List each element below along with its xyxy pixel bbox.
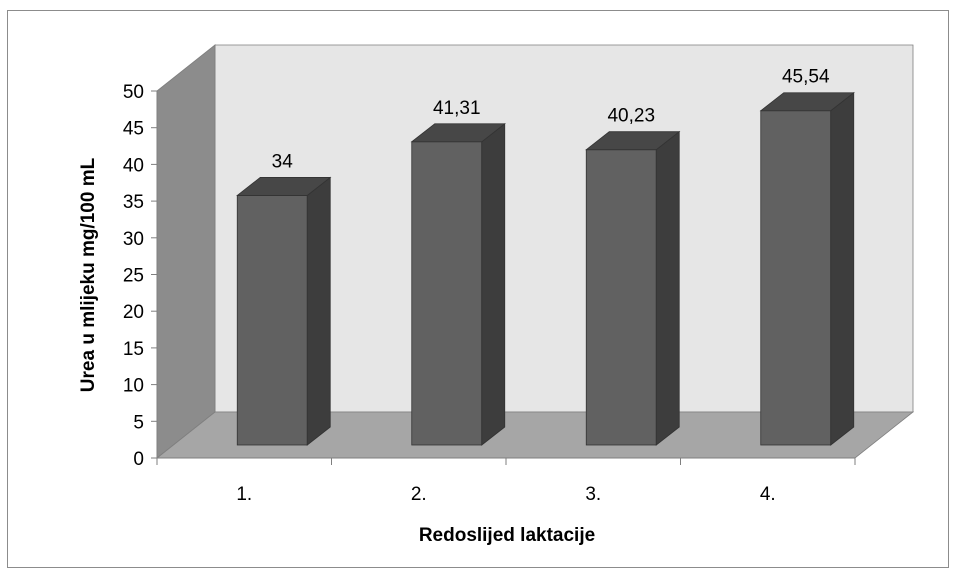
bar-front: [585, 149, 657, 446]
bars: [236, 91, 855, 446]
bar-front: [760, 110, 832, 446]
data-labels: 34 41,31 40,23 45,54: [272, 67, 830, 173]
bar-top: [410, 123, 506, 143]
bar-top: [759, 92, 855, 112]
x-axis: 1. 2. 3. 4.: [156, 457, 856, 505]
bar: [410, 122, 506, 446]
y-tick-label: 5: [133, 412, 144, 433]
y-tick-label: 20: [123, 302, 144, 323]
x-tick-label: 3.: [585, 484, 601, 505]
bar: [236, 176, 332, 446]
x-tick-label: 1.: [236, 484, 252, 505]
data-label: 34: [272, 151, 294, 172]
x-tick-label: 4.: [760, 484, 776, 505]
bar-top: [236, 177, 332, 196]
data-label: 45,54: [782, 67, 830, 88]
data-label: 40,23: [607, 106, 655, 127]
y-tick-label: 35: [123, 192, 144, 213]
y-tick-label: 10: [123, 376, 144, 397]
bar-side: [830, 91, 855, 446]
y-tick-label: 30: [123, 229, 144, 250]
bar-side: [655, 130, 680, 446]
bar-side: [481, 122, 506, 446]
y-tick-label: 25: [123, 266, 144, 287]
x-axis-title: Redoslijed laktacije: [419, 525, 595, 546]
bar: [585, 130, 681, 446]
bar-top: [585, 131, 681, 151]
y-axis-title: Urea u mlijeku mg/100 mL: [78, 157, 99, 392]
chart-walls: [155, 44, 915, 459]
data-label: 41,31: [433, 98, 481, 119]
y-tick-label: 45: [123, 119, 144, 140]
y-tick-label: 40: [123, 155, 144, 176]
bar-front: [236, 195, 308, 446]
y-tick-label: 0: [133, 449, 144, 470]
x-tick-label: 2.: [411, 484, 427, 505]
y-axis: 0 5 10 15 20 25 30 35 40 45 50: [123, 82, 158, 470]
y-tick-label: 15: [123, 339, 144, 360]
y-tick-label: 50: [123, 82, 144, 103]
bar-front: [411, 141, 483, 446]
bar: [759, 91, 855, 446]
side-wall: [156, 44, 216, 459]
bar-side: [306, 176, 331, 446]
